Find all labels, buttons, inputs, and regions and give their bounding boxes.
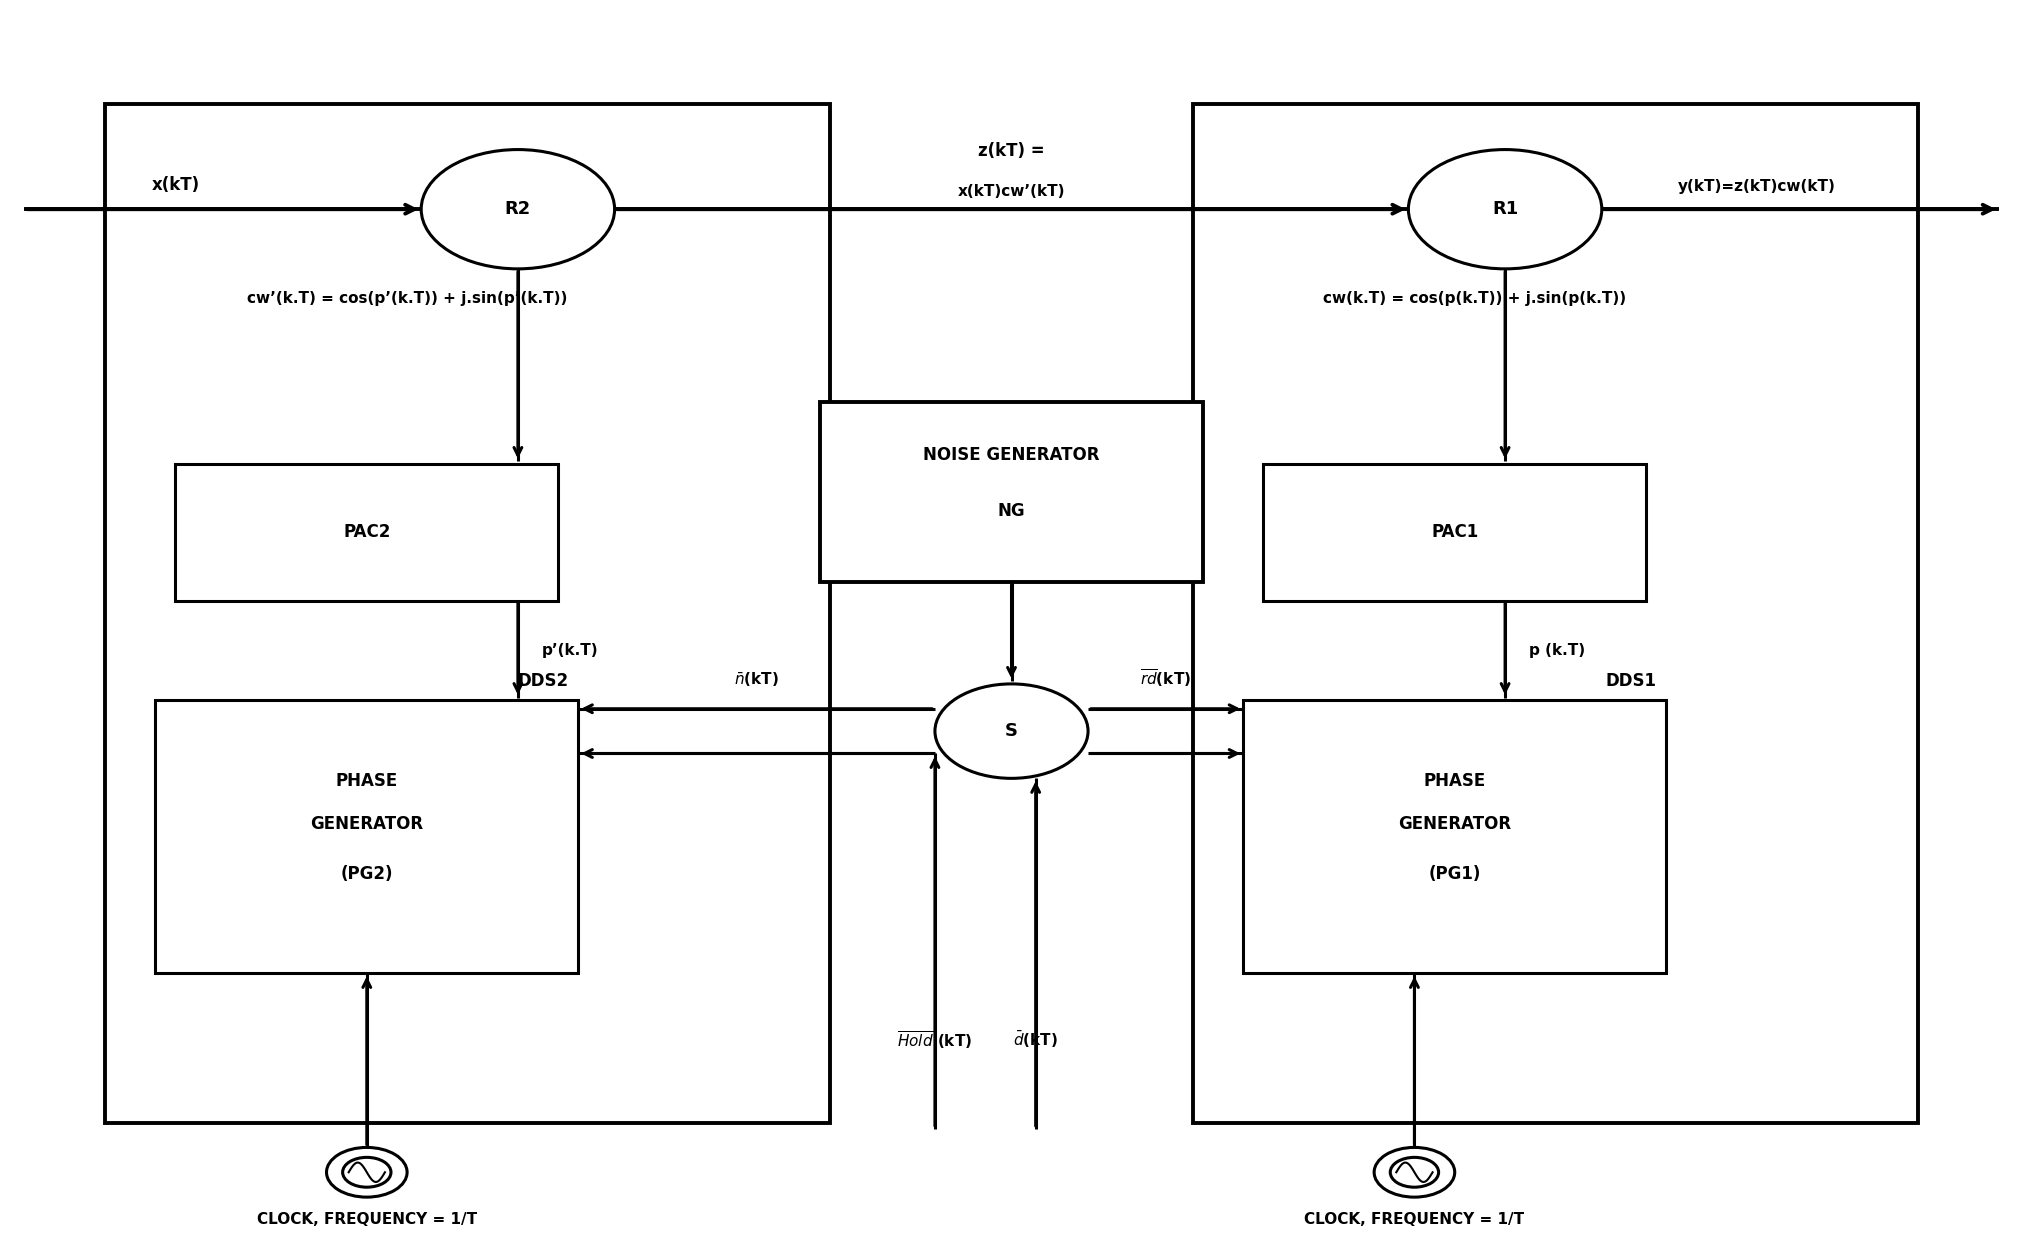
Text: PAC1: PAC1 — [1430, 523, 1479, 542]
Bar — [819, 402, 1204, 582]
Text: CLOCK, FREQUENCY = 1/T: CLOCK, FREQUENCY = 1/T — [1305, 1212, 1525, 1227]
Bar — [1262, 464, 1647, 600]
Text: (PG2): (PG2) — [340, 864, 392, 883]
Text: R2: R2 — [506, 200, 530, 218]
Text: x(kT): x(kT) — [152, 176, 200, 194]
Circle shape — [421, 150, 615, 269]
Text: GENERATOR: GENERATOR — [310, 816, 423, 833]
Text: z(kT) =: z(kT) = — [979, 141, 1044, 159]
Text: PAC2: PAC2 — [344, 523, 390, 542]
Text: (PG1): (PG1) — [1428, 864, 1481, 883]
Circle shape — [1408, 150, 1602, 269]
Circle shape — [1374, 1147, 1455, 1197]
Text: R1: R1 — [1493, 200, 1517, 218]
Text: GENERATOR: GENERATOR — [1398, 816, 1511, 833]
Circle shape — [326, 1147, 407, 1197]
Text: p’(k.T): p’(k.T) — [542, 643, 599, 658]
Bar — [1194, 104, 1918, 1122]
Circle shape — [342, 1157, 390, 1187]
Text: $\overline{Hold}$ (kT): $\overline{Hold}$ (kT) — [898, 1030, 973, 1051]
Text: y(kT)=z(kT)cw(kT): y(kT)=z(kT)cw(kT) — [1677, 179, 1835, 194]
Text: S: S — [1005, 722, 1018, 741]
Text: cw’(k.T) = cos(p’(k.T)) + j.sin(p’(k.T)): cw’(k.T) = cos(p’(k.T)) + j.sin(p’(k.T)) — [247, 291, 566, 306]
Text: CLOCK, FREQUENCY = 1/T: CLOCK, FREQUENCY = 1/T — [257, 1212, 477, 1227]
Text: DDS1: DDS1 — [1604, 672, 1657, 691]
Text: cw(k.T) = cos(p(k.T)) + j.sin(p(k.T)): cw(k.T) = cos(p(k.T)) + j.sin(p(k.T)) — [1323, 291, 1626, 306]
Circle shape — [1390, 1157, 1438, 1187]
Text: $\bar{n}$(kT): $\bar{n}$(kT) — [734, 671, 779, 689]
Text: PHASE: PHASE — [1424, 772, 1485, 789]
Text: PHASE: PHASE — [336, 772, 399, 789]
Text: NOISE GENERATOR: NOISE GENERATOR — [922, 445, 1101, 464]
Bar — [105, 104, 829, 1122]
Bar — [1244, 701, 1667, 973]
Text: $\bar{d}$(kT): $\bar{d}$(kT) — [1014, 1030, 1058, 1051]
Circle shape — [935, 684, 1088, 778]
Text: DDS2: DDS2 — [518, 672, 568, 691]
Text: NG: NG — [997, 502, 1026, 519]
Text: x(kT)cw’(kT): x(kT)cw’(kT) — [957, 184, 1066, 199]
Text: p (k.T): p (k.T) — [1529, 643, 1586, 658]
Bar — [156, 701, 579, 973]
Text: $\overline{rd}$(kT): $\overline{rd}$(kT) — [1141, 667, 1192, 689]
Bar — [176, 464, 558, 600]
